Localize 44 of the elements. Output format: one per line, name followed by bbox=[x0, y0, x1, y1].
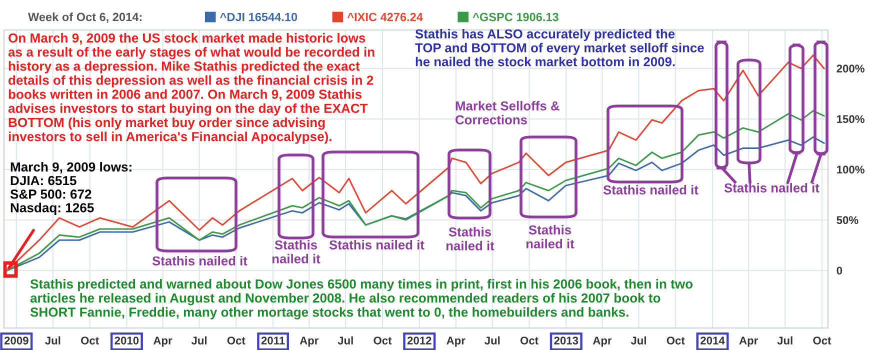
legend-label: ^GSPC 1906.13 bbox=[472, 12, 558, 22]
annotation: Stathis predicted and warned about Dow Jones 6500 many times in print, first in his 2006 book, then in two articles he released in August and November 2008. He also recommended readers of his 2007 book to SHORT Fannie, Freddie, many other mortage stocks that went to 0, the homebuilders and banks. bbox=[30, 279, 693, 320]
x-tick-label: 2013 bbox=[554, 336, 578, 345]
y-tick-label: 150% bbox=[837, 115, 864, 124]
annotation: Stathis nailed it bbox=[152, 256, 248, 266]
x-tick-label: Oct bbox=[520, 336, 538, 344]
x-tick-label: Jul bbox=[338, 336, 353, 344]
x-tick-label: Apr bbox=[739, 336, 758, 347]
x-tick-label: Oct bbox=[81, 336, 99, 344]
annotation: Stathis nailed it bbox=[603, 185, 698, 194]
annotation: On March 9, 2009 the US stock market made historic lows as a result of the early stages of what would be recorded in history as a depression. Mike Stathis predicted the exact details of this depression as well as the financial crisis in 2 books written in 2006 and 2007. On March 9, 2009 Stathis advises investors to start buying on the day of the EXACT BOTTOM (his only market buy order since advising investors to sell in America's Financial Apocalypse). bbox=[8, 33, 374, 144]
annotation: Stathis nailed it bbox=[446, 227, 494, 250]
annotation: Stathis has ALSO accurately predicted the TOP and BOTTOM of every market selloff since he nailed the stock market bottom in 2009. bbox=[415, 29, 704, 66]
x-tick-label: Jul bbox=[484, 336, 500, 344]
x-tick-label: 2012 bbox=[407, 336, 432, 344]
x-tick-label: Apr bbox=[153, 336, 172, 347]
y-tick-label: 100% bbox=[837, 166, 864, 174]
x-tick-label: Apr bbox=[446, 336, 466, 347]
x-tick-label: Jul bbox=[191, 336, 207, 344]
legend-label: ^IXIC 4276.24 bbox=[347, 12, 423, 22]
annotation: Stathis nailed it bbox=[329, 240, 424, 250]
y-tick-label: 200% bbox=[836, 64, 864, 73]
annotation: Market Selloffs & Corrections bbox=[456, 101, 560, 124]
x-tick-label: Oct bbox=[227, 336, 246, 344]
x-tick-label: Apr bbox=[300, 336, 319, 347]
legend-title: Week of Oct 6, 2014: bbox=[28, 12, 142, 23]
annotation: Stathis nailed it bbox=[526, 225, 574, 248]
x-tick-label: Oct bbox=[374, 336, 392, 344]
annotation: Stathis nailed it bbox=[724, 183, 820, 192]
x-tick-label: Oct bbox=[813, 336, 832, 344]
x-tick-label: 2009 bbox=[4, 336, 28, 344]
y-tick-label: 0 bbox=[836, 266, 842, 275]
x-tick-label: 2011 bbox=[261, 336, 285, 344]
x-tick-label: Jul bbox=[45, 336, 60, 344]
annotation: March 9, 2009 lows: DJIA: 6515 S&P 500: 672 Nasdaq: 1265 bbox=[10, 162, 132, 215]
x-tick-label: Oct bbox=[666, 336, 685, 344]
x-tick-label: Apr bbox=[592, 336, 612, 347]
annotation: Stathis nailed it bbox=[272, 240, 320, 264]
y-tick-label: 50% bbox=[836, 216, 858, 224]
x-tick-label: 2010 bbox=[114, 336, 139, 344]
x-tick-label: Jul bbox=[777, 336, 792, 344]
x-tick-label: 2014 bbox=[700, 336, 725, 344]
x-tick-label: Jul bbox=[630, 336, 646, 344]
legend-label: ^DJI 16544.10 bbox=[220, 12, 298, 22]
